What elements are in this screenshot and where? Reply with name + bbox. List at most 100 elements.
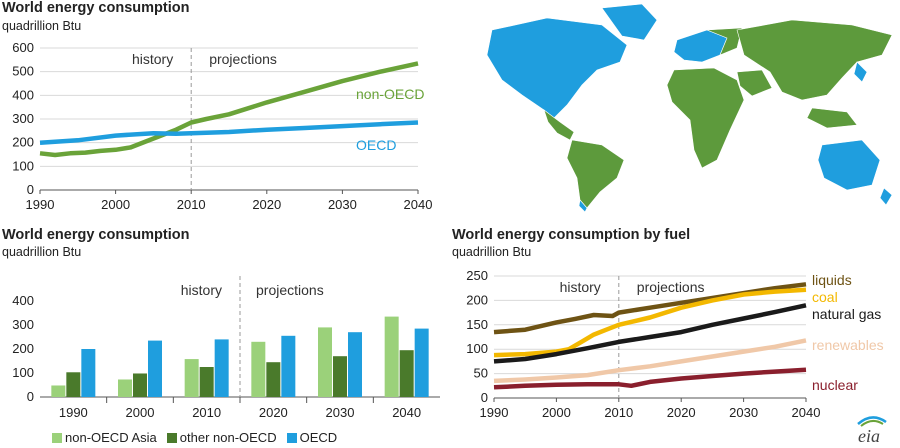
bar-non-oecd-asia-2020 (251, 341, 266, 397)
y-tick-label: 100 (12, 158, 34, 173)
x-tick-label: 2010 (192, 405, 221, 420)
bar-non-oecd-asia-2000 (118, 379, 132, 397)
series-label: coal (812, 289, 838, 305)
y-tick-label: 100 (12, 365, 34, 380)
bar-oecd-2020 (281, 335, 296, 397)
x-tick-label: 1990 (480, 405, 509, 420)
y-tick-label: 300 (12, 111, 34, 126)
x-tick-label: 2000 (542, 405, 571, 420)
legend-item: non-OECD Asia (52, 430, 157, 445)
bar-other-non-oecd-1990 (66, 372, 81, 397)
map-north-america (486, 3, 658, 119)
annotation-history: history (132, 51, 173, 67)
x-tick-label: 2010 (604, 405, 633, 420)
bar-non-oecd-asia-1990 (51, 385, 66, 397)
series-line-coal (493, 287, 807, 358)
x-tick-label: 2020 (252, 197, 281, 212)
y-tick-label: 0 (27, 389, 34, 404)
x-tick-label: 2020 (667, 405, 696, 420)
x-tick-label: 2010 (177, 197, 206, 212)
bar-oecd-2040 (414, 328, 429, 397)
bar-other-non-oecd-2040 (399, 350, 414, 397)
legend-swatch (286, 432, 297, 443)
bar-other-non-oecd-2020 (266, 362, 281, 397)
chart-panel-regions: World energy consumption quadrillion Btu… (0, 224, 450, 448)
legend-label: non-OECD Asia (65, 430, 157, 445)
bar-non-oecd-asia-2040 (384, 316, 399, 397)
svg-text:eia: eia (858, 426, 880, 446)
chart-subtitle: quadrillion Btu (2, 19, 82, 33)
line-chart-oecd-vs-nonoecd: 0 100 200 300 400 500 600 1990 2000 2010 2020 2030 2… (12, 40, 433, 212)
x-tick-label: 2030 (328, 197, 357, 212)
y-tick-label: 400 (12, 293, 34, 308)
legend-label: OECD (299, 430, 338, 445)
y-tick-label: 200 (466, 292, 488, 307)
map-africa-middle-east (666, 67, 773, 169)
series-label: natural gas (812, 306, 881, 322)
series-line-natural-gas (493, 303, 807, 364)
series-label: non-OECD (356, 86, 424, 102)
y-tick-label: 100 (466, 341, 488, 356)
bar-oecd-2000 (148, 340, 162, 397)
y-tick-label: 0 (27, 182, 34, 197)
map-europe (673, 27, 743, 63)
legend-swatch (166, 432, 177, 443)
annotation-history: history (181, 282, 222, 298)
bar-other-non-oecd-2010 (199, 367, 214, 397)
series-line-oecd (39, 120, 419, 145)
chart-title: World energy consumption by fuel (452, 227, 691, 243)
x-tick-label: 2040 (392, 405, 421, 420)
y-tick-label: 300 (12, 317, 34, 332)
line-chart-by-fuel: 0 50 100 150 200 250 1990 2000 2010 2020 2030 2040 h… (466, 268, 884, 420)
series-line-renewables (493, 338, 807, 384)
chart-panel-fuel: World energy consumption by fuel quadril… (450, 224, 900, 448)
series-label: renewables (812, 337, 884, 353)
chart-subtitle: quadrillion Btu (2, 245, 82, 259)
y-tick-label: 150 (466, 317, 488, 332)
bar-non-oecd-asia-2010 (184, 359, 199, 397)
y-tick-label: 200 (12, 135, 34, 150)
annotation-projections: projections (637, 279, 705, 295)
y-tick-label: 600 (12, 40, 34, 55)
y-tick-label: 0 (481, 390, 488, 405)
legend-label: other non-OECD (179, 430, 277, 445)
series-label: OECD (356, 137, 396, 153)
x-tick-label: 2040 (404, 197, 433, 212)
legend-item: OECD (286, 430, 338, 445)
series-label: nuclear (812, 377, 858, 393)
x-tick-label: 1990 (59, 405, 88, 420)
chart-panel-totals: World energy consumption quadrillion Btu… (0, 0, 450, 222)
eia-logo: eia (857, 416, 887, 446)
bar-oecd-1990 (81, 349, 96, 397)
x-tick-label: 2020 (259, 405, 288, 420)
y-tick-label: 250 (466, 268, 488, 283)
annotation-projections: projections (256, 282, 324, 298)
series-line-nuclear (493, 367, 807, 390)
legend: non-OECD Asia other non-OECD OECD (52, 430, 337, 445)
map-latin-america (543, 109, 625, 213)
x-tick-label: 2000 (101, 197, 130, 212)
y-tick-label: 200 (12, 341, 34, 356)
y-tick-label: 500 (12, 64, 34, 79)
chart-title: World energy consumption (2, 0, 190, 16)
legend-swatch (52, 432, 62, 443)
legend-item: other non-OECD (166, 430, 277, 445)
chart-title: World energy consumption (2, 227, 190, 243)
bar-chart-by-region: 0 100 200 300 400 1990 2000 2010 2020 2030 2040 his… (12, 276, 440, 420)
x-tick-label: 2030 (729, 405, 758, 420)
bar-other-non-oecd-2030 (333, 356, 347, 397)
y-tick-label: 400 (12, 87, 34, 102)
x-tick-label: 2000 (126, 405, 155, 420)
map-asia (736, 19, 893, 129)
x-tick-label: 2030 (326, 405, 355, 420)
bar-other-non-oecd-2000 (133, 373, 147, 397)
annotation-projections: projections (209, 51, 277, 67)
map-oceania (817, 139, 893, 206)
bar-oecd-2030 (348, 332, 362, 397)
bar-oecd-2010 (214, 339, 229, 397)
world-map (486, 3, 893, 213)
bar-non-oecd-asia-2030 (318, 327, 332, 397)
annotation-history: history (560, 279, 601, 295)
x-tick-label: 1990 (26, 197, 55, 212)
x-tick-label: 2040 (792, 405, 821, 420)
